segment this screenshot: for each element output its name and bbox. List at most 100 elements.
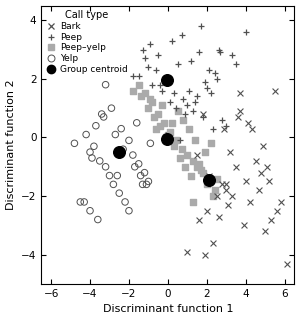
Point bbox=[140, 182, 145, 187]
Point bbox=[171, 144, 176, 149]
Point bbox=[185, 103, 190, 108]
Point bbox=[238, 91, 242, 96]
Point bbox=[158, 123, 163, 128]
Point bbox=[214, 194, 219, 199]
Point bbox=[274, 208, 279, 213]
Point bbox=[115, 173, 120, 178]
Point bbox=[142, 170, 147, 175]
Point bbox=[224, 188, 229, 193]
Point bbox=[224, 123, 229, 128]
Point bbox=[171, 91, 176, 96]
Point bbox=[247, 199, 252, 204]
Point bbox=[175, 62, 180, 67]
Point bbox=[222, 126, 227, 131]
Point bbox=[199, 23, 203, 28]
Point bbox=[230, 194, 235, 199]
Point bbox=[138, 94, 143, 99]
Point bbox=[208, 141, 213, 146]
Point bbox=[200, 111, 205, 116]
Point bbox=[142, 56, 147, 61]
Point bbox=[162, 120, 167, 125]
Point bbox=[245, 120, 250, 125]
Point bbox=[208, 91, 213, 96]
Point bbox=[82, 199, 87, 204]
Point bbox=[140, 47, 145, 52]
Point bbox=[261, 144, 266, 149]
Point bbox=[193, 100, 198, 105]
Point bbox=[284, 261, 289, 266]
Point bbox=[166, 76, 170, 81]
Point bbox=[218, 50, 223, 55]
Point bbox=[169, 120, 174, 125]
Point bbox=[113, 132, 118, 137]
Point bbox=[210, 126, 215, 131]
Point bbox=[196, 217, 201, 222]
Point bbox=[144, 182, 149, 187]
Point bbox=[173, 138, 178, 143]
Point bbox=[127, 138, 131, 143]
Point bbox=[99, 111, 104, 116]
Point bbox=[98, 158, 102, 164]
Point bbox=[214, 176, 219, 181]
Point bbox=[216, 214, 221, 219]
X-axis label: Discriminant function 1: Discriminant function 1 bbox=[103, 304, 233, 315]
Point bbox=[220, 182, 225, 187]
Point bbox=[234, 62, 239, 67]
Point bbox=[200, 170, 205, 175]
Point bbox=[148, 97, 153, 102]
Point bbox=[226, 202, 231, 207]
Point bbox=[267, 179, 272, 184]
Point bbox=[119, 126, 124, 131]
Point bbox=[88, 149, 92, 155]
Point bbox=[204, 208, 209, 213]
Point bbox=[200, 114, 205, 119]
Point bbox=[156, 53, 161, 58]
Point bbox=[181, 97, 186, 102]
Point bbox=[164, 132, 168, 137]
Point bbox=[195, 94, 200, 99]
Point bbox=[164, 135, 168, 140]
Point bbox=[195, 164, 200, 169]
Point bbox=[154, 126, 159, 131]
Point bbox=[243, 29, 248, 35]
Point bbox=[138, 173, 143, 178]
Point bbox=[199, 167, 203, 172]
Point bbox=[220, 117, 225, 123]
Point bbox=[72, 141, 77, 146]
Point bbox=[164, 136, 169, 141]
Point bbox=[263, 229, 268, 234]
Point bbox=[134, 120, 139, 125]
Point bbox=[101, 114, 106, 119]
Point bbox=[234, 164, 239, 169]
Point bbox=[181, 117, 186, 123]
Point bbox=[196, 50, 201, 55]
Point bbox=[166, 132, 170, 137]
Point bbox=[127, 208, 131, 213]
Point bbox=[206, 173, 211, 178]
Y-axis label: Discriminant function 2: Discriminant function 2 bbox=[6, 79, 16, 210]
Point bbox=[243, 179, 248, 184]
Point bbox=[185, 249, 190, 254]
Point bbox=[123, 199, 128, 204]
Point bbox=[193, 138, 198, 143]
Point bbox=[148, 141, 153, 146]
Point bbox=[273, 88, 278, 93]
Point bbox=[130, 73, 135, 78]
Point bbox=[103, 82, 108, 87]
Point bbox=[136, 82, 141, 87]
Point bbox=[183, 164, 188, 169]
Point bbox=[94, 123, 98, 128]
Point bbox=[242, 223, 246, 228]
Point bbox=[179, 147, 184, 152]
Point bbox=[236, 114, 240, 119]
Point bbox=[238, 108, 242, 114]
Point bbox=[167, 129, 172, 134]
Point bbox=[191, 108, 196, 114]
Point bbox=[187, 126, 192, 131]
Point bbox=[202, 252, 207, 257]
Point bbox=[253, 158, 258, 164]
Point bbox=[78, 199, 83, 204]
Point bbox=[142, 91, 147, 96]
Point bbox=[230, 53, 235, 58]
Point bbox=[152, 114, 157, 119]
